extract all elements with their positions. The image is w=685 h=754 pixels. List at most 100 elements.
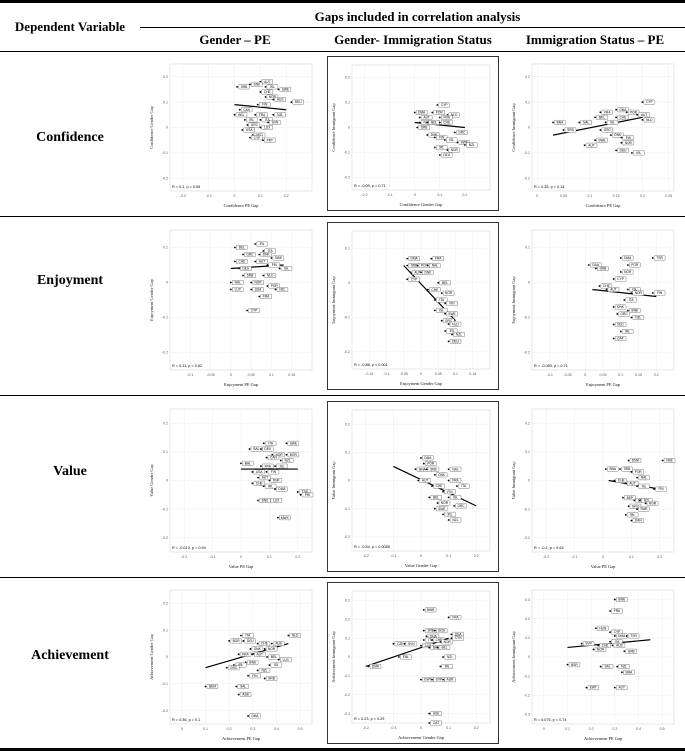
- point-label-box: [632, 469, 644, 475]
- data-point: NZL: [447, 517, 462, 523]
- point-label-box: [262, 463, 274, 469]
- point-label: SRB: [241, 85, 248, 89]
- correlation-annotation: R = -0.013, p = 0.94: [172, 546, 206, 550]
- point-label-box: [427, 466, 440, 472]
- x-tick-label: 0: [420, 554, 422, 558]
- x-tick-label: 0.1: [629, 555, 634, 559]
- data-point: USA: [250, 287, 264, 292]
- point-marker: [279, 459, 282, 462]
- point-label-box: [252, 280, 264, 285]
- x-tick-label: 0: [584, 373, 586, 377]
- point-label: FRA: [435, 257, 442, 261]
- point-label: CHE: [264, 90, 271, 94]
- point-label: SWE: [631, 309, 638, 313]
- data-point: SVP: [580, 641, 595, 646]
- point-marker: [447, 479, 450, 482]
- point-marker: [594, 116, 597, 119]
- point-marker: [233, 113, 236, 116]
- point-label: AUS: [425, 644, 432, 648]
- point-label-box: [418, 125, 430, 130]
- point-label-box: [244, 638, 256, 644]
- data-point: NOR: [250, 280, 264, 285]
- point-label: GRB: [628, 649, 635, 653]
- point-label: SWE: [438, 507, 445, 511]
- y-tick-label: 0.2: [163, 602, 168, 606]
- data-point: GRC: [599, 127, 613, 133]
- point-label: ISL: [642, 484, 647, 488]
- data-point: FIN: [620, 135, 634, 141]
- point-label: DMA: [424, 456, 432, 460]
- x-tick-label: 0.15: [469, 372, 476, 376]
- x-tick-label: 0.05: [560, 194, 567, 198]
- x-tick-label: 0.05: [248, 373, 255, 377]
- point-label-box: [596, 114, 608, 120]
- data-point: AUS: [272, 97, 286, 102]
- point-label: HUN: [599, 626, 607, 630]
- point-label: CHE: [620, 115, 627, 119]
- point-marker: [627, 505, 630, 508]
- point-label: SVP: [585, 642, 591, 646]
- point-marker: [246, 309, 248, 312]
- data-point: BEM: [204, 684, 219, 689]
- data-point: CHE: [431, 483, 445, 489]
- data-point: CYP: [436, 102, 450, 108]
- point-label-box: [424, 607, 437, 613]
- point-marker: [623, 299, 626, 301]
- x-axis-label: Enjoyment PE Gap: [586, 382, 621, 387]
- data-point: BEL: [594, 114, 608, 120]
- point-marker: [266, 285, 269, 287]
- x-axis-label: Achievement PE Gap: [222, 736, 261, 741]
- point-label-box: [281, 458, 294, 463]
- point-marker: [259, 465, 262, 468]
- point-label: BNA: [419, 467, 426, 471]
- top-rule: [0, 0, 685, 3]
- data-point: DMA: [367, 664, 382, 669]
- point-label: ENL: [403, 655, 409, 659]
- point-label-box: [238, 84, 250, 90]
- point-label: FRA: [263, 295, 270, 299]
- y-tick-label: -0.2: [344, 535, 350, 539]
- data-point: BNA: [604, 466, 619, 472]
- data-point: NAL: [427, 263, 441, 268]
- point-marker: [566, 663, 569, 666]
- point-label: ISL: [274, 663, 279, 667]
- point-label: AUT: [423, 116, 429, 120]
- point-label: ASB: [242, 693, 248, 697]
- point-marker: [616, 665, 619, 668]
- point-marker: [256, 103, 259, 106]
- point-label-box: [614, 276, 627, 282]
- y-tick-label: 0.3: [345, 599, 350, 603]
- point-label: ITA: [246, 634, 252, 638]
- point-label-box: [206, 684, 219, 689]
- y-tick-label: 0: [348, 126, 350, 130]
- correlation-annotation: R = 0.11, p = 0.62: [172, 364, 202, 368]
- point-marker: [433, 473, 436, 476]
- y-tick-label: 0: [348, 655, 350, 659]
- point-label-box: [444, 511, 456, 517]
- point-label-box: [415, 110, 428, 115]
- y-tick-label: -0.2: [524, 177, 530, 181]
- y-tick-label: -0.1: [344, 315, 350, 319]
- point-label: CHE: [431, 288, 438, 292]
- point-label: POR: [421, 264, 429, 268]
- point-marker: [277, 516, 279, 519]
- point-label-box: [629, 262, 641, 268]
- point-label: BNA: [609, 467, 616, 471]
- point-label-box: [264, 440, 277, 446]
- point-label-box: [250, 446, 263, 452]
- point-label: DMA: [632, 459, 640, 463]
- point-label-box: [621, 255, 634, 261]
- point-label-box: [244, 273, 256, 278]
- y-axis-label: Confidence Gender Gap: [149, 105, 154, 148]
- correlation-annotation: R = -0.86, p < 0.001: [354, 363, 388, 367]
- point-label: ISL: [280, 464, 285, 468]
- point-marker: [272, 113, 275, 116]
- point-label: BEL: [599, 115, 605, 119]
- point-label: NZL: [447, 655, 453, 659]
- y-tick-label: 0.1: [525, 100, 530, 104]
- x-tick-label: -0.15: [365, 372, 373, 376]
- y-tick-label: 0.1: [345, 101, 350, 105]
- point-marker: [240, 634, 242, 637]
- point-label-box: [452, 635, 464, 641]
- point-marker: [451, 333, 453, 336]
